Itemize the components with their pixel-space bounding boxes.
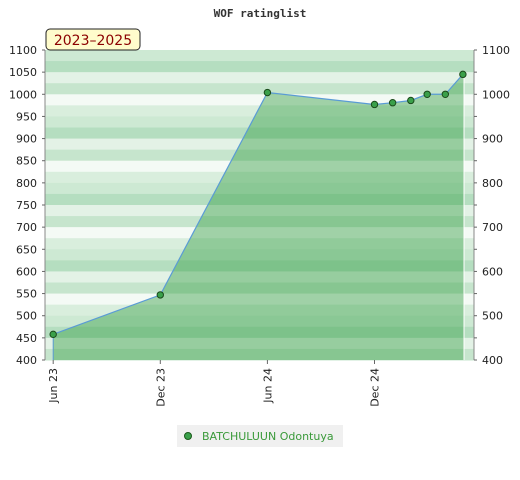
right-y-tick-label: 1100 (482, 44, 510, 57)
y-tick-label: 500 (16, 310, 37, 323)
y-tick-label: 650 (16, 243, 37, 256)
background-band (45, 282, 474, 295)
background-band (45, 182, 474, 195)
background-band (45, 260, 474, 272)
legend-marker (184, 432, 192, 440)
right-y-tick-label: 900 (482, 133, 503, 146)
right-y-tick-label: 700 (482, 221, 503, 234)
right-y-tick-label: 500 (482, 310, 503, 323)
y-tick-label: 850 (16, 155, 37, 168)
data-point[interactable] (388, 99, 397, 107)
data-point[interactable] (370, 100, 379, 109)
background-band (45, 326, 474, 339)
background-band (45, 138, 474, 151)
background-band (45, 337, 474, 350)
background-band (45, 83, 474, 95)
background-band (45, 238, 474, 250)
background-band (45, 304, 474, 317)
period-badge-box (45, 28, 141, 51)
data-point[interactable] (407, 96, 415, 105)
data-point[interactable] (423, 90, 431, 98)
legend[interactable]: BATCHULUUN Odontuya (177, 425, 343, 447)
background-band (45, 227, 474, 239)
legend-box (177, 425, 343, 447)
data-point[interactable] (49, 330, 57, 339)
legend-series-name: BATCHULUUN Odontuya (202, 430, 334, 443)
data-point[interactable] (263, 88, 272, 97)
x-tick-label: Jun 24 (261, 368, 274, 404)
data-point[interactable] (156, 291, 164, 299)
y-tick-label: 400 (16, 354, 37, 367)
background-band (45, 72, 474, 84)
y-tick-label: 1050 (9, 66, 37, 79)
y-tick-label: 750 (16, 199, 37, 212)
background-band (45, 249, 474, 261)
period-badge: 2023–2025 (45, 28, 141, 51)
y-tick-label: 450 (16, 332, 37, 345)
y-tick-label: 1000 (9, 88, 37, 101)
background-band (45, 127, 474, 140)
background-band (45, 50, 474, 62)
background-bands (45, 50, 474, 361)
x-axis: Jun 23 Dec 23 Jun 24 Dec 24 (47, 360, 382, 407)
left-y-axis: 400 450 500 550 600 650 700 750 800 850 900 950 1000… (9, 44, 45, 367)
y-tick-label: 900 (16, 133, 37, 146)
rating-area (52, 73, 465, 360)
period-badge-label: 2023–2025 (54, 33, 132, 49)
background-band (45, 193, 474, 206)
right-y-tick-label: 800 (482, 177, 503, 190)
background-band (45, 94, 474, 106)
background-band (45, 116, 474, 128)
y-tick-label: 600 (16, 265, 37, 278)
background-band (45, 105, 474, 117)
background-band (45, 149, 474, 162)
background-band (45, 315, 474, 328)
right-y-tick-label: 600 (482, 265, 503, 278)
x-tick-label: Jun 23 (47, 368, 60, 404)
y-tick-label: 800 (16, 177, 37, 190)
right-y-axis: 400 500 600 700 800 900 1000 1100 (474, 44, 510, 367)
background-band (45, 271, 474, 283)
x-tick-label: Dec 24 (369, 368, 382, 407)
chart-title: WOF ratinglist (214, 7, 307, 20)
area-fill (53, 74, 464, 360)
y-tick-label: 700 (16, 221, 37, 234)
data-point[interactable] (459, 70, 467, 79)
data-points (49, 70, 467, 339)
y-tick-label: 1100 (9, 44, 37, 57)
background-band (45, 171, 474, 184)
background-band (45, 216, 474, 228)
background-band (45, 293, 474, 306)
data-point[interactable] (441, 90, 450, 98)
series-line (52, 73, 464, 335)
x-tick-label: Dec 23 (154, 368, 167, 407)
right-y-tick-label: 1000 (482, 88, 510, 101)
background-band (45, 205, 474, 217)
y-tick-label: 950 (16, 110, 37, 123)
background-band (45, 348, 474, 361)
background-band (45, 160, 474, 173)
background-band (45, 61, 474, 73)
right-y-tick-label: 400 (482, 354, 503, 367)
y-tick-label: 550 (16, 288, 37, 301)
